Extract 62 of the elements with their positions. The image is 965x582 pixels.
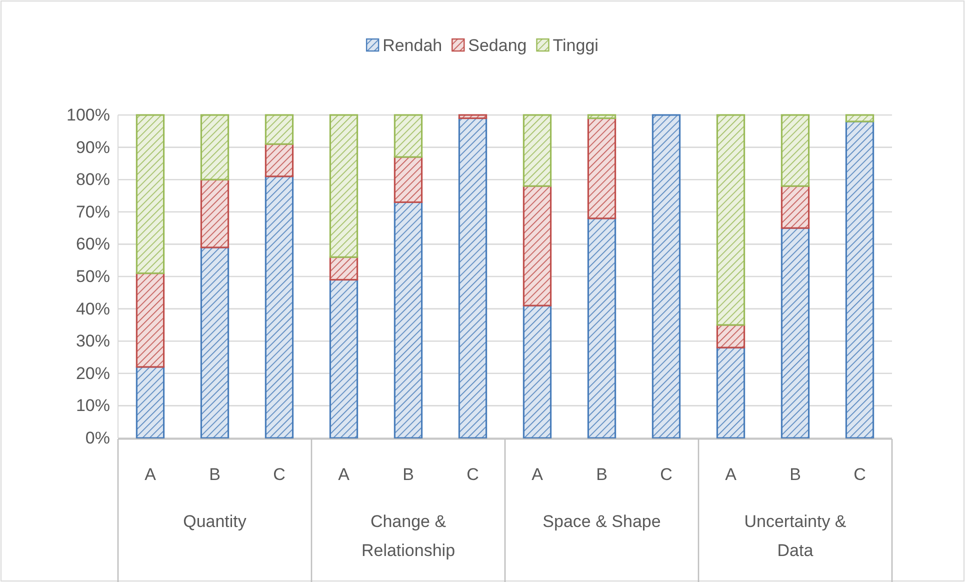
bar [587,218,616,439]
y-tick-label: 60% [76,234,110,254]
x-tick-label: A [725,465,738,484]
bar [845,120,874,439]
text: Quantity [183,512,247,531]
text: Uncertainty & Data [744,512,847,560]
bar [200,178,230,248]
y-tick-label: 30% [76,332,110,351]
bar [458,114,488,120]
x-tick-label: B [790,465,801,484]
text: Change & Relationship [361,512,456,560]
legend-label: Sedang [468,36,527,55]
bar [780,185,810,229]
bar [394,156,423,204]
y-tick-label: 20% [76,364,110,383]
bar [394,114,423,158]
legend-label: Tinggi [552,36,598,55]
x-tick-label: C [273,465,286,484]
bar [200,246,230,439]
bar [522,114,552,187]
bar [780,227,810,439]
x-tick-label: B [402,465,414,484]
bar [522,185,552,306]
bar [329,256,358,281]
bar [458,117,488,439]
x-tick-label: B [209,465,220,484]
bar [136,366,165,439]
legend-label: Rendah [382,36,442,55]
bar [587,114,616,120]
x-tick-label: A [144,465,157,484]
bar [394,201,423,439]
bar [716,324,746,348]
x-tick-label: C [466,465,479,484]
bar [522,304,552,439]
bar [716,346,746,439]
y-tick-label: 90% [76,138,110,157]
bar [200,114,230,180]
y-tick-label: 70% [76,202,110,222]
bar [264,176,294,439]
x-tick-label: C [854,465,866,484]
y-tick-label: 50% [76,266,110,286]
x-tick-label: A [338,465,350,484]
bar [136,114,165,274]
bar [136,272,165,368]
x-tick-label: B [596,465,608,484]
bar [329,114,358,258]
x-tick-label: A [532,465,544,484]
bar [329,278,358,439]
y-tick-label: 80% [76,170,110,190]
bar [845,114,874,122]
bar [264,114,294,145]
bar [780,114,810,187]
bar [716,114,746,326]
bar [652,114,681,439]
y-tick-label: 0% [85,428,110,448]
bar [264,143,294,178]
bar [587,117,616,220]
y-tick-label: 40% [76,299,110,318]
y-tick-label: 100% [66,105,110,124]
x-tick-label: C [660,465,672,484]
y-tick-label: 10% [76,396,110,416]
text: Space & Shape [542,512,661,531]
